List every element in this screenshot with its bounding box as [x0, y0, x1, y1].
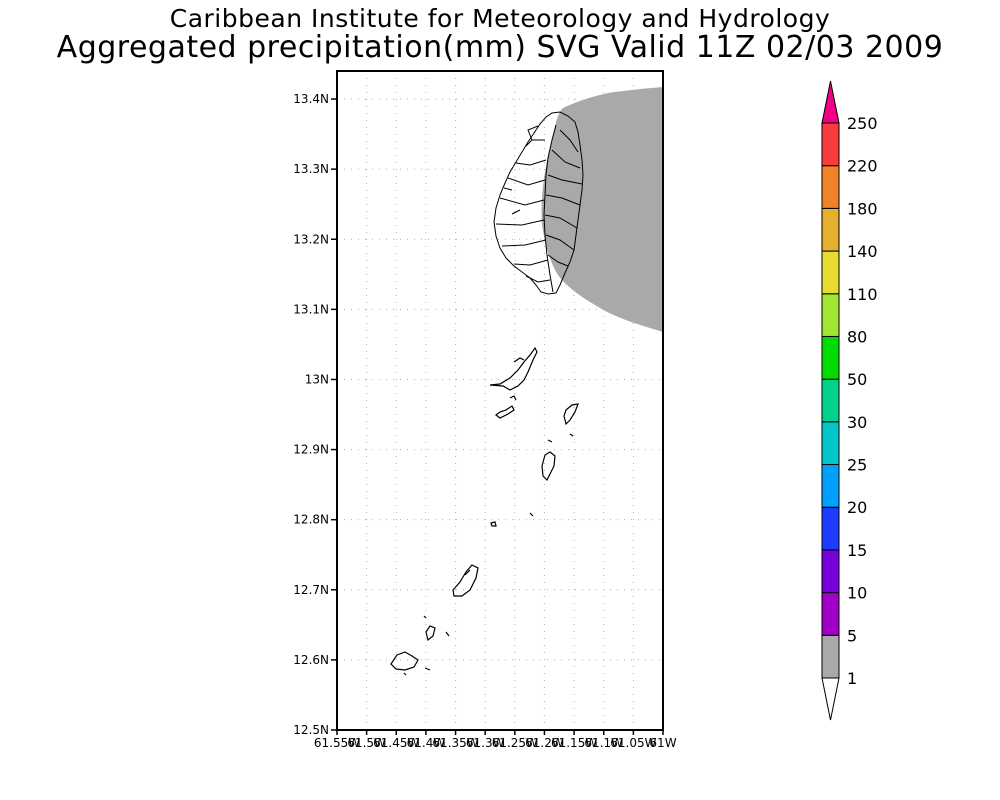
lon-tick-label: 61W — [649, 736, 676, 750]
colorbar-level-label: 10 — [847, 584, 867, 603]
colorbar-segment — [821, 592, 840, 636]
lat-tick-label: 13N — [305, 372, 329, 386]
colorbar-level-label: 180 — [847, 199, 878, 218]
lat-tick-label: 12.5N — [293, 723, 329, 737]
colorbar-above-triangle — [821, 80, 840, 124]
lat-tick-label: 12.9N — [293, 443, 329, 457]
lat-tick-label: 13.1N — [293, 302, 329, 316]
chart-title: Caribbean Institute for Meteorology and … — [169, 4, 831, 33]
colorbar-below-triangle — [821, 677, 840, 721]
colorbar-segment — [821, 421, 840, 466]
lat-tick-label: 13.3N — [293, 162, 329, 176]
colorbar-level-label: 140 — [847, 242, 878, 261]
grenadines-islands — [390, 346, 579, 676]
lon-tick-label: 61.05W — [610, 736, 656, 750]
lon-tick-label: 61.5W — [347, 736, 386, 750]
lon-tick-label: 61.3W — [466, 736, 505, 750]
colorbar-level-label: 80 — [847, 327, 867, 346]
colorbar-segment — [821, 293, 840, 337]
colorbar-segment — [821, 549, 840, 594]
lat-tick-label: 12.7N — [293, 583, 329, 597]
colorbar-level-label: 20 — [847, 498, 867, 517]
lon-tick-label: 61.55W — [314, 736, 360, 750]
lat-tick-label: 13.2N — [293, 232, 329, 246]
colorbar-segment — [821, 506, 840, 551]
colorbar-segment — [821, 250, 840, 295]
map-frame — [336, 70, 664, 731]
colorbar-level-label: 110 — [847, 285, 878, 304]
colorbar-segment — [821, 378, 840, 423]
colorbar-segment — [821, 335, 840, 380]
colorbar-level-label: 250 — [847, 114, 878, 133]
colorbar-level-label: 15 — [847, 541, 867, 560]
map-grid — [337, 71, 663, 730]
colorbar-segment — [821, 207, 840, 252]
colorbar-segment — [821, 464, 840, 508]
colorbar-level-label: 30 — [847, 413, 867, 432]
latitude-axis: 13.4N 13.3N 13.2N 13.1N 13N 12.9N 12.8N 12.7N 12… — [293, 92, 337, 737]
lon-tick-label: 61.15W — [551, 736, 597, 750]
colorbar-level-label: 220 — [847, 157, 878, 176]
colorbar-level-label: 25 — [847, 456, 867, 475]
lon-tick-label: 61.1W — [584, 736, 623, 750]
colorbar-level-label: 1 — [847, 669, 857, 688]
colorbar-segment — [821, 122, 840, 167]
lat-tick-label: 13.4N — [293, 92, 329, 106]
lat-tick-label: 12.8N — [293, 513, 329, 527]
colorbar-level-label: 5 — [847, 626, 857, 645]
colorbar-segment — [821, 165, 840, 209]
chart-subtitle: Aggregated precipitation(mm) SVG Valid 1… — [56, 30, 944, 65]
precip-area-1-5mm — [541, 87, 663, 332]
colorbar-segment — [821, 634, 840, 679]
lon-tick-label: 61.4W — [407, 736, 446, 750]
longitude-axis: 61.55W61.5W61.45W61.4W61.35W61.3W61.25W6… — [314, 730, 677, 750]
lon-tick-label: 61.25W — [492, 736, 538, 750]
lat-tick-label: 12.6N — [293, 653, 329, 667]
lon-tick-label: 61.35W — [432, 736, 478, 750]
colorbar-level-label: 50 — [847, 370, 867, 389]
lon-tick-label: 61.2W — [525, 736, 564, 750]
lon-tick-label: 61.45W — [373, 736, 419, 750]
st-vincent-island — [493, 111, 584, 295]
